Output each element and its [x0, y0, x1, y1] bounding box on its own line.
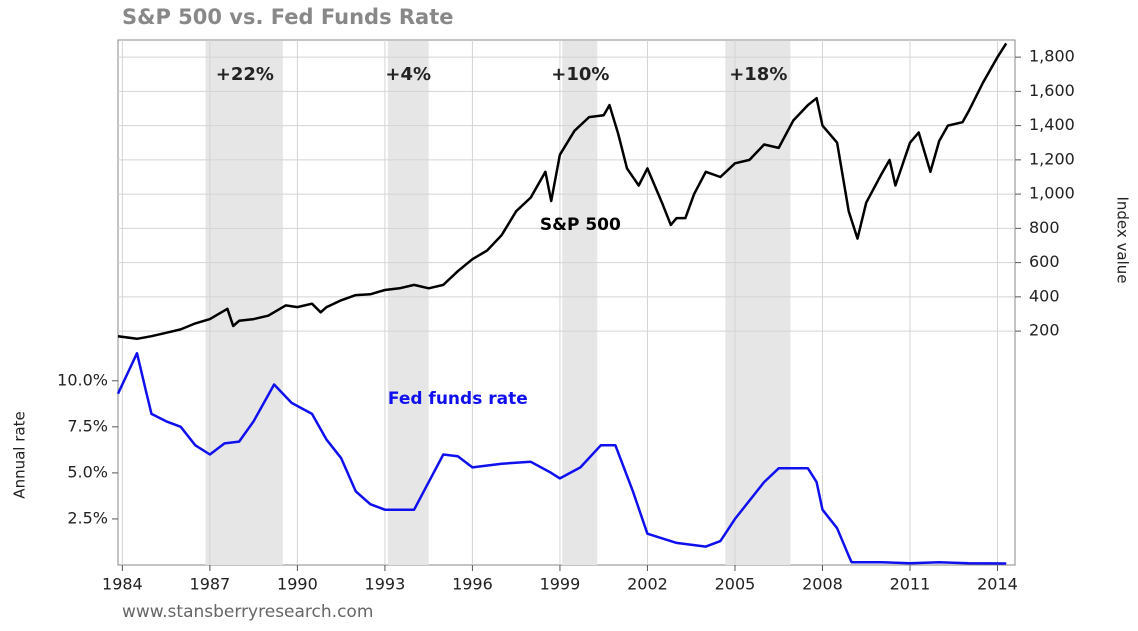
y2-tick-label: 800 [1029, 218, 1060, 237]
y2-tick-label: 1,200 [1029, 149, 1075, 168]
x-tick-label: 2002 [627, 575, 668, 594]
y-tick-label: 2.5% [67, 508, 108, 527]
y-tick-label: 5.0% [67, 462, 108, 481]
shaded-band [387, 41, 429, 565]
annotation: +10% [551, 64, 609, 85]
y-tick-label: 10.0% [57, 370, 108, 389]
series-label: Fed funds rate [388, 389, 528, 409]
y2-tick-label: 400 [1029, 286, 1060, 305]
series-line [117, 42, 1008, 341]
y-axis-title: Annual rate [11, 411, 29, 498]
y2-tick-label: 1,600 [1029, 81, 1075, 100]
source: www.stansberryresearch.com [122, 602, 373, 622]
x-tick-label: 1999 [540, 575, 581, 594]
x-tick-label: 1987 [190, 575, 231, 594]
x-tick-label: 2008 [802, 575, 843, 594]
x-tick-label: 2014 [977, 575, 1018, 594]
x-tick-label: 1996 [452, 575, 493, 594]
annotation: +22% [216, 64, 274, 85]
y2-tick-label: 1,400 [1029, 115, 1075, 134]
series-label: S&P 500 [540, 215, 621, 235]
series-line [116, 351, 1007, 565]
annotation: +18% [729, 64, 787, 85]
y-tick-label: 7.5% [67, 416, 108, 435]
chart-title: S&P 500 vs. Fed Funds Rate [122, 5, 454, 29]
y2-tick-label: 1,000 [1029, 184, 1075, 203]
x-tick-label: 1990 [277, 575, 318, 594]
y2-tick-label: 200 [1029, 321, 1060, 340]
y2-axis-title: Index value [1114, 196, 1132, 283]
y2-tick-label: 600 [1029, 252, 1060, 271]
shaded-band [562, 41, 598, 565]
y2-tick-label: 1,800 [1029, 47, 1075, 66]
x-tick-label: 1993 [365, 575, 406, 594]
x-tick-label: 1984 [102, 575, 143, 594]
x-tick-label: 2011 [890, 575, 931, 594]
x-tick-label: 2005 [715, 575, 756, 594]
annotation: +4% [385, 64, 431, 85]
shaded-band [725, 41, 791, 565]
shaded-band [205, 41, 283, 565]
